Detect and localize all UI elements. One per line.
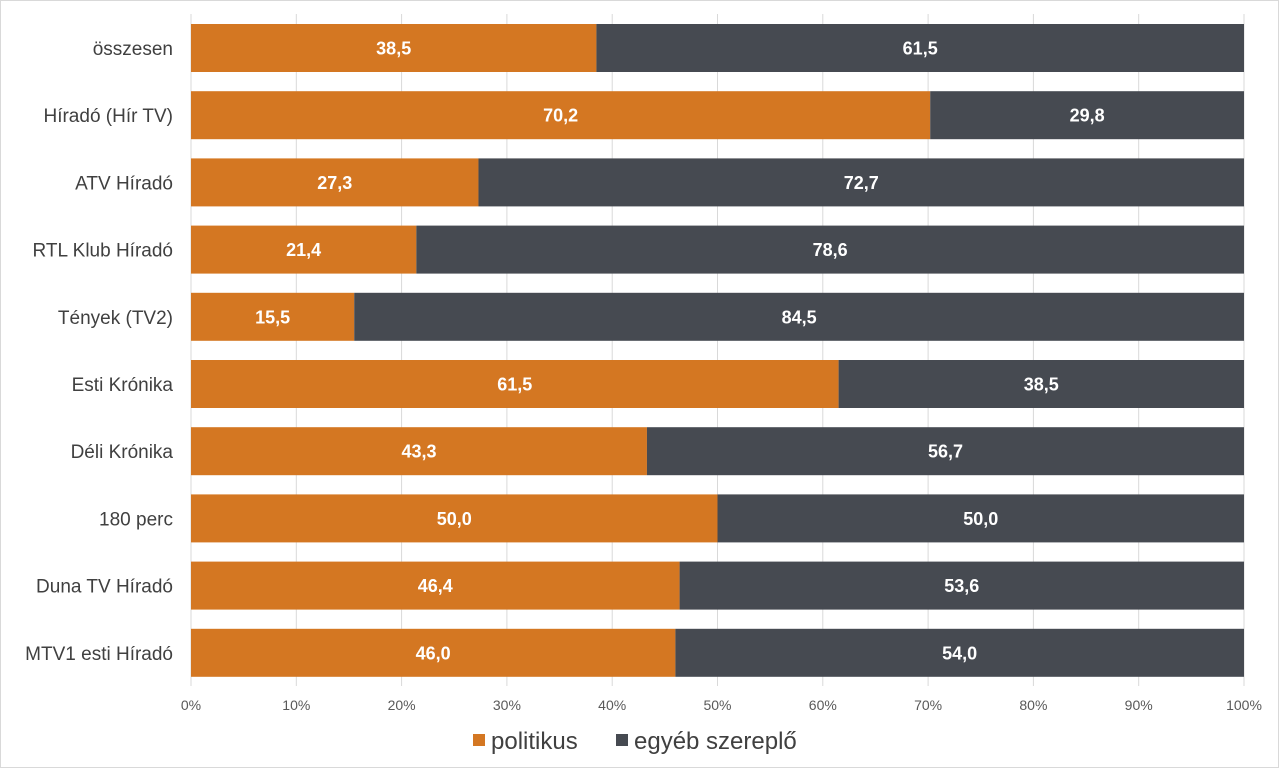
x-tick-label: 20% (388, 697, 416, 713)
data-label: 56,7 (928, 442, 963, 462)
category-labels: összesen Híradó (Hír TV) ATV Híradó RTL Klu… (25, 39, 173, 665)
legend-label: egyéb szereplő (634, 728, 797, 755)
data-label: 46,0 (416, 643, 451, 663)
data-labels: 38,5 61,5 70,2 29,8 27,3 72,7 21,4 78,6 15,5 84,5… (255, 39, 1105, 664)
bar-segment-egyeb-szereplo (679, 561, 1244, 610)
bar-segment-egyeb-szereplo (478, 158, 1244, 207)
x-tick-label: 10% (282, 697, 310, 713)
category-label: Esti Krónika (72, 375, 174, 396)
bar-segment-politikus (191, 628, 676, 677)
category-label: ATV Híradó (75, 173, 173, 194)
x-tick-label: 70% (914, 697, 942, 713)
data-label: 61,5 (497, 375, 532, 395)
category-label: RTL Klub Híradó (33, 241, 173, 262)
bar-segment-politikus (191, 24, 597, 72)
data-label: 29,8 (1070, 106, 1105, 126)
data-label: 50,0 (963, 509, 998, 529)
bar-segment-politikus (191, 91, 931, 140)
bar-segment-egyeb-szereplo (675, 628, 1244, 677)
data-label: 15,5 (255, 307, 290, 327)
data-label: 50,0 (437, 509, 472, 529)
category-label: Tények (TV2) (58, 308, 173, 329)
x-tick-label: 90% (1125, 697, 1153, 713)
data-label: 61,5 (903, 39, 938, 59)
bar-segment-egyeb-szereplo (354, 292, 1245, 341)
bar-segment-politikus (191, 494, 718, 543)
bars (191, 24, 1245, 677)
category-label: Duna TV Híradó (36, 577, 173, 598)
bar-segment-politikus (191, 561, 680, 610)
legend-label: politikus (491, 728, 578, 755)
x-axis-tick-labels: 0% 10% 20% 30% 40% 50% 60% 70% 80% 90% 100% (181, 697, 1262, 713)
x-tick-label: 0% (181, 697, 201, 713)
category-label: összesen (93, 39, 173, 60)
data-label: 70,2 (543, 106, 578, 126)
data-label: 46,4 (418, 576, 453, 596)
data-label: 78,6 (813, 240, 848, 260)
bar-segment-politikus (191, 158, 479, 207)
x-tick-label: 80% (1019, 697, 1047, 713)
data-label: 21,4 (286, 240, 321, 260)
bar-segment-egyeb-szereplo (930, 91, 1244, 140)
data-label: 27,3 (317, 173, 352, 193)
x-tick-label: 30% (493, 697, 521, 713)
data-label: 43,3 (401, 442, 436, 462)
bar-segment-politikus (191, 292, 355, 341)
bar-segment-egyeb-szereplo (646, 427, 1244, 476)
data-label: 84,5 (782, 307, 817, 327)
data-label: 54,0 (942, 643, 977, 663)
x-tick-label: 40% (598, 697, 626, 713)
bar-segment-egyeb-szereplo (596, 24, 1244, 72)
data-label: 38,5 (1024, 375, 1059, 395)
legend-swatch (473, 734, 485, 746)
category-label: Déli Krónika (71, 442, 174, 463)
bar-segment-politikus (191, 427, 647, 476)
x-tick-label: 50% (703, 697, 731, 713)
legend: politikus egyéb szereplő (473, 728, 797, 755)
category-label: MTV1 esti Híradó (25, 644, 173, 665)
data-label: 53,6 (944, 576, 979, 596)
x-tick-label: 60% (809, 697, 837, 713)
legend-swatch (616, 734, 628, 746)
bar-segment-egyeb-szereplo (717, 494, 1244, 543)
x-tick-label: 100% (1226, 697, 1262, 713)
category-label: Híradó (Hír TV) (43, 106, 173, 127)
bar-segment-politikus (191, 360, 839, 408)
data-label: 72,7 (844, 173, 879, 193)
category-label: 180 perc (99, 509, 173, 530)
data-label: 38,5 (376, 39, 411, 59)
bar-segment-politikus (191, 225, 417, 274)
bar-segment-egyeb-szereplo (416, 225, 1244, 274)
bar-segment-egyeb-szereplo (838, 360, 1244, 408)
